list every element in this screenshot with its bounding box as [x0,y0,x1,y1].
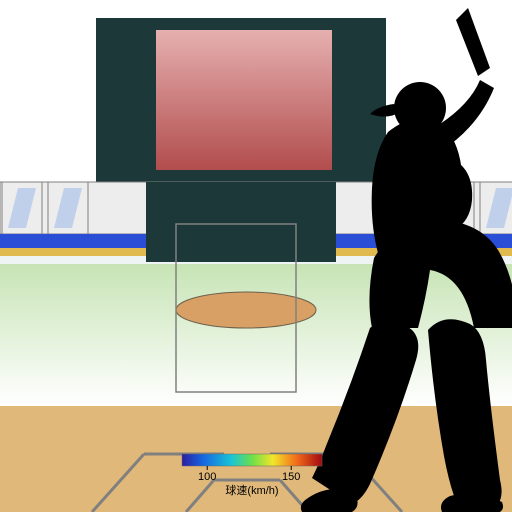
scoreboard-pillar-front [146,182,336,262]
pitch-location-chart: 100 150 球速(km/h) [0,0,512,512]
colorbar-tick-label: 100 [198,471,216,483]
colorbar-tick-label: 150 [282,471,300,483]
scoreboard-screen [156,30,332,170]
pitchers-mound [176,292,316,328]
chart-svg: 100 150 球速(km/h) [0,0,512,512]
colorbar-label: 球速(km/h) [225,483,278,497]
colorbar [182,454,322,466]
